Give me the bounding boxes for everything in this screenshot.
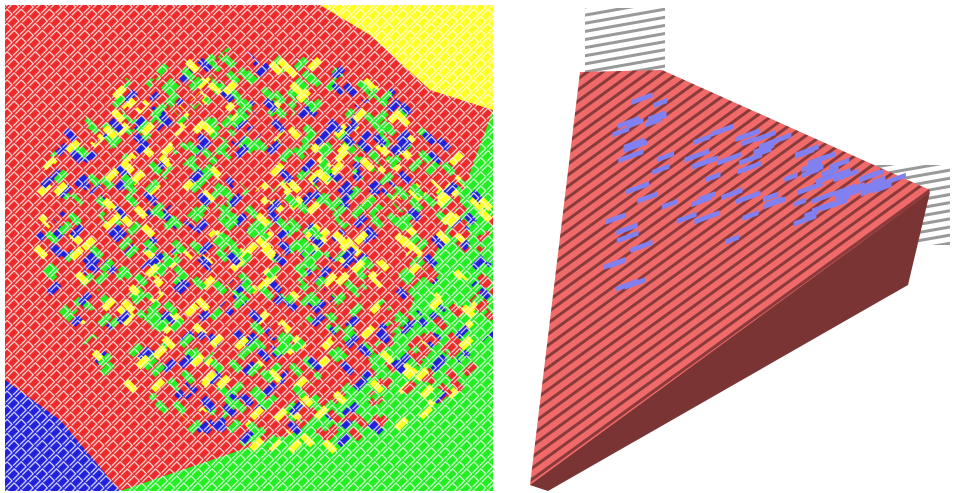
- blue-block: [652, 163, 670, 175]
- blue-block: [705, 171, 721, 183]
- blue-block: [616, 230, 639, 244]
- blue-block: [835, 187, 859, 202]
- blue-block: [822, 166, 839, 178]
- blue-block: [637, 191, 658, 204]
- height-panel: [530, 8, 950, 491]
- grey-steps-top: [585, 8, 665, 76]
- blue-block: [605, 212, 626, 225]
- blue-block: [626, 181, 650, 195]
- blue-block: [745, 128, 761, 139]
- blue-block: [860, 182, 886, 197]
- blue-block: [656, 151, 675, 163]
- blue-block: [755, 129, 776, 143]
- blue-block: [807, 153, 828, 166]
- blue-block: [742, 209, 759, 221]
- blue-block: [812, 190, 835, 204]
- blue-block: [616, 278, 639, 292]
- blue-blocks: [603, 92, 906, 292]
- blue-block: [618, 148, 644, 164]
- blue-block: [694, 210, 720, 225]
- blue-block: [879, 172, 906, 188]
- blue-block: [829, 157, 850, 170]
- blue-block: [735, 190, 761, 205]
- blue-block: [725, 234, 740, 245]
- side-face: [530, 192, 930, 491]
- blue-block: [721, 187, 742, 201]
- blue-block: [630, 92, 653, 106]
- blue-block: [833, 168, 859, 183]
- blue-block: [612, 126, 630, 138]
- blue-block: [801, 166, 820, 179]
- blue-block: [653, 97, 668, 109]
- blue-block: [693, 133, 711, 146]
- blue-block: [691, 194, 712, 208]
- blue-block: [617, 115, 640, 129]
- blue-block: [626, 117, 644, 130]
- blue-block: [762, 191, 779, 203]
- blue-block: [661, 198, 678, 210]
- tiling-panel: [5, 5, 493, 491]
- blue-block: [692, 156, 714, 170]
- blue-block: [804, 208, 819, 219]
- blue-block: [794, 147, 815, 160]
- blue-block: [816, 172, 835, 185]
- blue-block: [740, 136, 756, 147]
- domino-outlines: [5, 5, 493, 491]
- blue-block: [630, 239, 653, 253]
- blue-block: [710, 123, 734, 137]
- blue-block: [676, 211, 697, 224]
- blue-block: [609, 257, 625, 269]
- blue-block: [793, 213, 817, 227]
- domino: [492, 269, 493, 285]
- blue-block: [797, 181, 823, 196]
- blue-block: [794, 197, 807, 207]
- blue-block: [871, 175, 886, 186]
- blue-block: [859, 168, 884, 183]
- blue-block: [801, 160, 822, 173]
- blue-block: [768, 132, 792, 146]
- blue-block: [830, 197, 847, 209]
- blue-block: [764, 196, 786, 210]
- blue-block: [832, 183, 856, 197]
- blue-block: [737, 160, 761, 175]
- blue-block: [624, 139, 647, 153]
- blue-block: [684, 148, 710, 163]
- blue-block: [717, 152, 741, 166]
- blue-block: [784, 172, 798, 183]
- blue-block: [616, 222, 638, 236]
- blue-block: [648, 110, 666, 122]
- blue-block: [738, 152, 763, 166]
